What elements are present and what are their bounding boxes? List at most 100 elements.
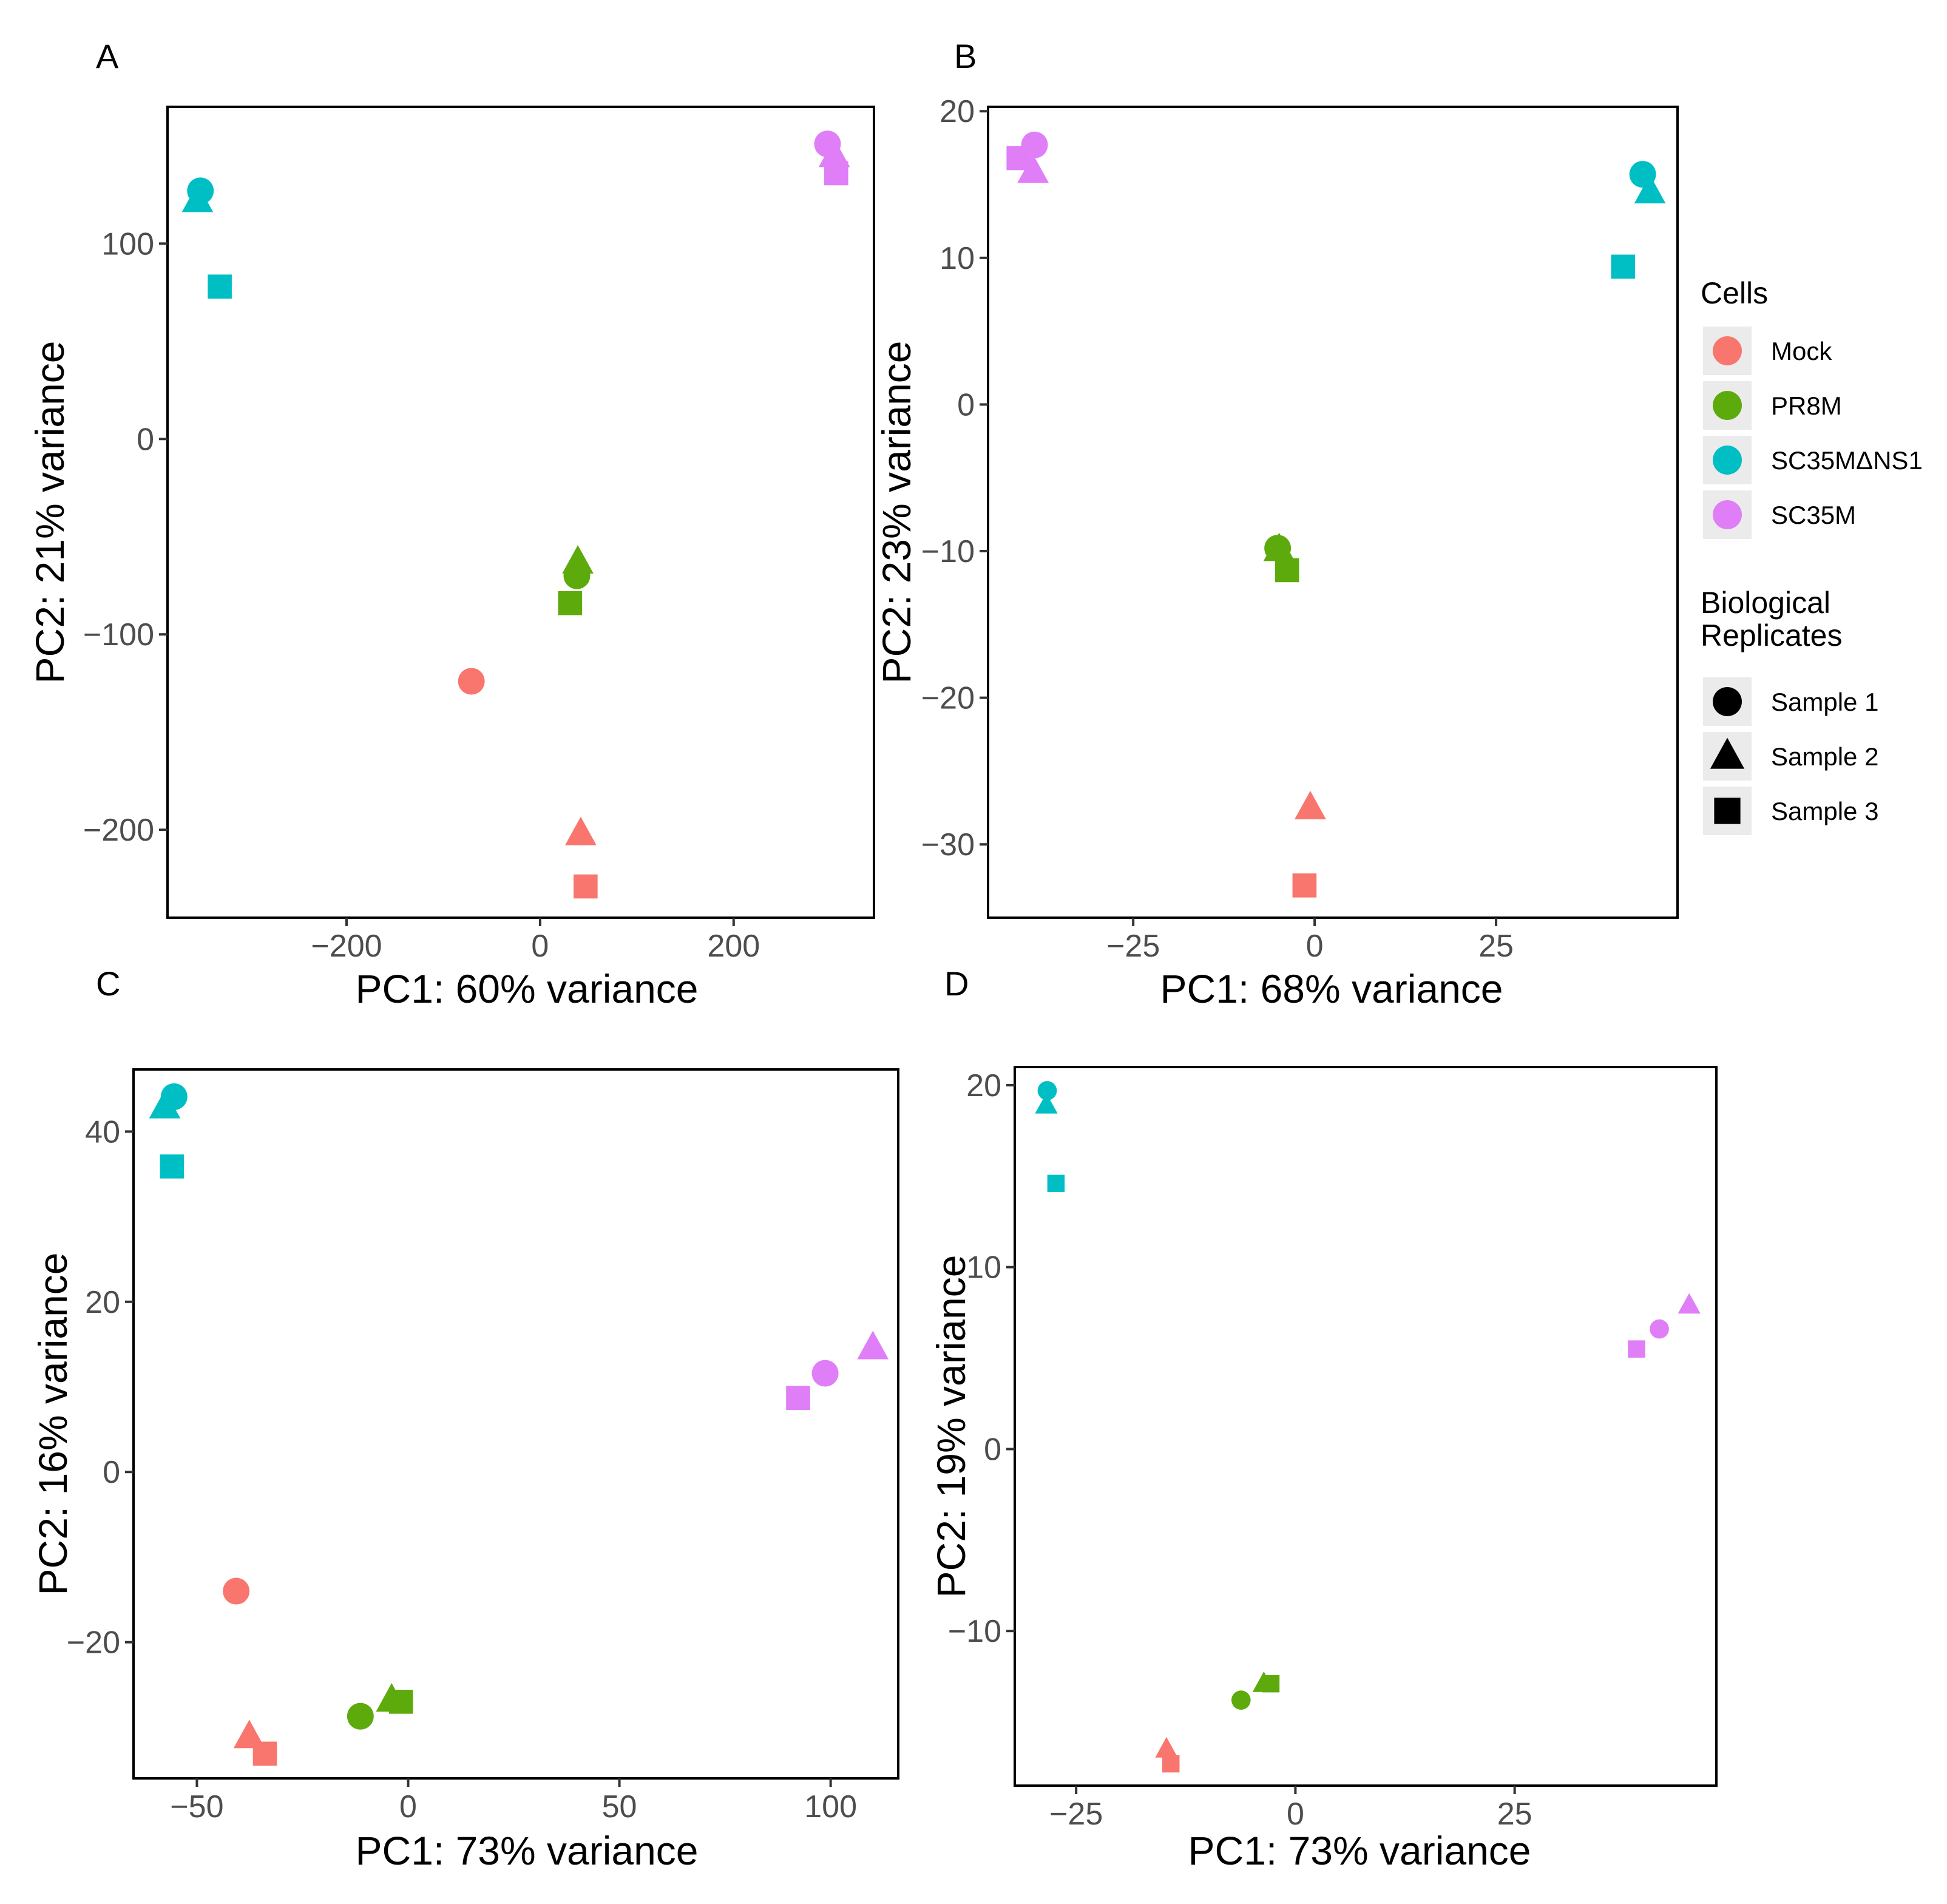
panel-d-point-sc35m-sample-2: [1678, 1293, 1701, 1314]
panel-d-point-mock-sample-2: [1155, 1736, 1178, 1758]
panel-c-y-axis-title: PC2: 16% variance: [30, 1253, 75, 1596]
panel-a-points: [181, 130, 850, 899]
panel-d-point-pr8m-sample-1: [1231, 1690, 1251, 1710]
legend-label-sample-1: Sample 1: [1771, 688, 1878, 716]
panel-c-point-sc35m-sample-1: [811, 1360, 839, 1387]
panel-c-x-tick-label: −50: [170, 1789, 223, 1824]
panel-d-plot-frame: [1014, 1066, 1718, 1787]
panel-c-x-tick-label: 100: [804, 1789, 857, 1824]
legend-label-sc35m: SC35M: [1771, 501, 1856, 529]
panel-b-axes: −25 0 25 20 10 0 −10 −20 −30: [921, 94, 1514, 964]
panel-a-y-tick-label: −100: [83, 617, 154, 652]
panel-c-x-tick-label: 50: [602, 1789, 637, 1824]
panel-b-y-tick-label: −10: [921, 534, 975, 569]
legend-shape-sample-2: [1710, 737, 1745, 769]
panel-a-letter: A: [96, 37, 119, 75]
panel-a-point-sc35mdns1-sample-2: [181, 183, 214, 212]
panel-b-point-sc35mdns1-sample-2: [1634, 175, 1666, 204]
panel-c-point-sc35m-sample-3: [786, 1386, 810, 1411]
panel-a-point-sc35m-sample-3: [824, 161, 848, 186]
panel-a-point-mock-sample-2: [565, 816, 597, 845]
panel-b-point-sc35mdns1-sample-3: [1611, 254, 1636, 279]
panel-d-x-tick-label: 25: [1497, 1797, 1532, 1832]
legend-label-sample-3: Sample 3: [1771, 797, 1878, 825]
legend-swatch-sc35m: [1713, 500, 1742, 529]
panel-d: D −25 0 25 20 10 0 −10 PC1: 73% variance PC2: …: [929, 964, 1718, 1873]
panel-c-point-sc35mdns1-sample-2: [149, 1089, 181, 1119]
panel-d-y-tick-label: −10: [948, 1614, 1001, 1649]
panel-c-point-pr8m-sample-1: [347, 1702, 374, 1730]
panel-a-x-tick-label: 0: [531, 929, 549, 964]
legend-swatch-mock: [1713, 336, 1742, 365]
panel-d-point-sc35m-sample-3: [1628, 1340, 1645, 1358]
legend-replicates-title-line-2: Replicates: [1701, 618, 1842, 652]
legend-shape-sample-3: [1714, 798, 1741, 824]
panel-b-x-tick-label: 0: [1306, 929, 1324, 964]
panel-d-x-tick-label: −25: [1049, 1797, 1103, 1832]
panel-a-point-mock-sample-3: [574, 874, 598, 899]
panel-d-point-pr8m-sample-3: [1262, 1675, 1280, 1693]
panel-d-y-tick-label: 0: [984, 1432, 1001, 1467]
panel-c-point-mock-sample-1: [223, 1577, 250, 1605]
panel-b-x-tick-label: 25: [1478, 929, 1514, 964]
panel-a-x-tick-label: 200: [707, 929, 760, 964]
panel-b-y-tick-label: −20: [921, 681, 975, 716]
panel-b-points: [1006, 131, 1666, 898]
legend-cells-title: Cells: [1701, 276, 1768, 310]
panel-b-point-pr8m-sample-3: [1275, 558, 1299, 583]
panel-c-x-tick-label: 0: [399, 1789, 417, 1824]
panel-c-axes: −50 0 50 100 40 20 0 −20: [67, 1114, 857, 1824]
panel-d-point-mock-sample-3: [1162, 1755, 1180, 1773]
panel-a-plot-frame: [166, 106, 875, 919]
panel-a-axes: −200 0 200 100 0 −100 −200: [83, 226, 760, 964]
panel-a-x-axis-title: PC1: 60% variance: [356, 966, 699, 1011]
legend-replicates-entries: Sample 1 Sample 2 Sample 3: [1703, 677, 1878, 835]
panel-b-point-mock-sample-3: [1292, 873, 1317, 898]
panel-a-y-tick-label: 0: [137, 422, 154, 457]
panel-d-points: [1035, 1081, 1701, 1773]
panel-b-x-axis-title: PC1: 68% variance: [1160, 966, 1503, 1011]
panel-d-letter: D: [944, 964, 969, 1003]
legend-label-mock: Mock: [1771, 337, 1832, 365]
panel-a-y-axis-title: PC2: 21% variance: [27, 341, 72, 684]
panel-b-point-sc35m-sample-3: [1006, 146, 1031, 171]
panel-b-point-mock-sample-2: [1295, 790, 1326, 819]
panel-c-point-sc35m-sample-2: [857, 1330, 889, 1360]
panel-d-point-sc35mdns1-sample-1: [1037, 1081, 1057, 1100]
panel-c: C −50 0 50 100 40 20 0 −20 PC1: 73% variance PC…: [30, 964, 899, 1873]
panel-b-plot-frame: [987, 106, 1679, 919]
panel-d-point-sc35m-sample-1: [1650, 1319, 1669, 1339]
panel-d-y-tick-label: 10: [966, 1250, 1001, 1286]
panel-d-axes: −25 0 25 20 10 0 −10: [948, 1068, 1532, 1832]
panel-b-y-tick-label: −30: [921, 827, 975, 862]
panel-c-point-pr8m-sample-3: [388, 1690, 413, 1714]
panel-c-point-mock-sample-2: [233, 1719, 265, 1749]
panel-b-y-tick-label: 20: [940, 94, 975, 129]
legend-shape-sample-1: [1713, 687, 1742, 716]
panel-d-point-sc35mdns1-sample-3: [1047, 1174, 1065, 1193]
panel-a: A −200 0 200 100 0 −100 −200 PC1: 60% variance…: [27, 37, 875, 1011]
panel-c-point-sc35mdns1-sample-3: [160, 1154, 185, 1179]
legend-swatch-sc35mdns1: [1713, 446, 1742, 475]
panel-d-x-axis-title: PC1: 73% variance: [1188, 1828, 1531, 1873]
panel-d-y-axis-title: PC2: 19% variance: [929, 1255, 974, 1598]
panel-a-point-sc35m-sample-2: [818, 138, 850, 168]
panel-c-point-mock-sample-3: [252, 1741, 277, 1766]
legend-label-pr8m: PR8M: [1771, 391, 1842, 420]
panel-b-point-pr8m-sample-2: [1263, 532, 1295, 561]
legend-replicates-title-line-1: Biological: [1701, 586, 1830, 620]
legend-label-sample-2: Sample 2: [1771, 742, 1878, 771]
legend-swatch-pr8m: [1713, 391, 1742, 420]
panel-b-letter: B: [954, 37, 977, 75]
panel-c-x-axis-title: PC1: 73% variance: [356, 1828, 699, 1873]
panel-a-point-pr8m-sample-2: [562, 545, 594, 574]
panel-b-point-sc35m-sample-2: [1017, 154, 1049, 183]
panel-a-point-mock-sample-1: [458, 668, 485, 695]
panel-b-y-tick-label: 10: [940, 241, 975, 276]
panel-c-y-tick-label: 40: [85, 1114, 120, 1150]
panel-c-letter: C: [96, 964, 120, 1003]
panel-b-y-axis-title: PC2: 23% variance: [874, 341, 919, 684]
